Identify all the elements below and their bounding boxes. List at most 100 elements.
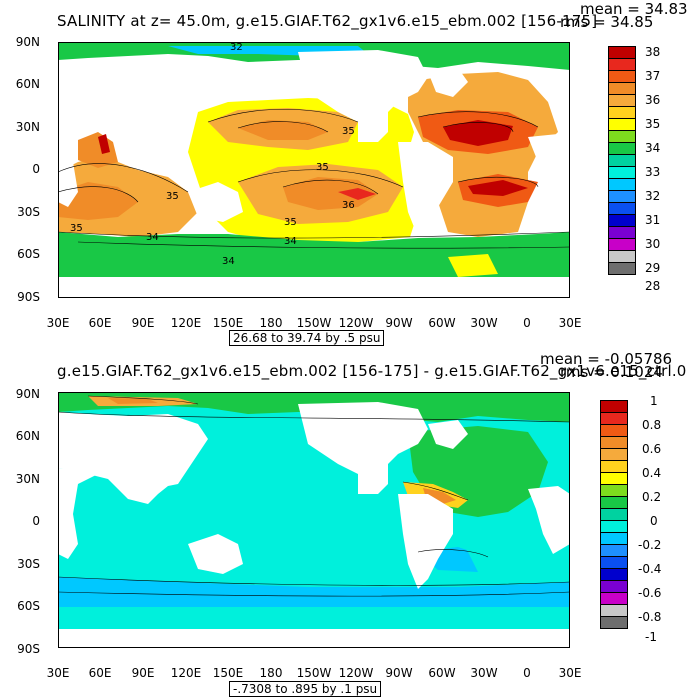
africa-land: [58, 116, 98, 207]
lon-label: 30E: [558, 666, 582, 680]
svg-text:35: 35: [316, 162, 329, 173]
lon-label: 60W: [428, 316, 456, 330]
colorbar-swatch: [600, 616, 628, 629]
svg-text:34: 34: [222, 256, 235, 267]
africa-land: [58, 468, 98, 559]
australia-land: [188, 534, 243, 574]
south-america-land: [398, 142, 453, 237]
greenland-land: [428, 68, 468, 97]
colorbar-label: 0.6: [642, 442, 662, 456]
eurasia-land: [58, 412, 208, 504]
lat-label: 90N: [15, 387, 40, 401]
lon-label: 30E: [46, 316, 70, 330]
colorbar-label: 0.8: [642, 418, 662, 432]
contour-range: 26.68 to 39.74 by .5 psu: [229, 330, 385, 346]
south-america-land: [398, 494, 453, 589]
arctic-positive-core: [108, 398, 158, 404]
southern-ocean: [58, 232, 570, 277]
difference-map: [58, 392, 570, 648]
panel-title: SALINITY at z= 45.0m, g.e15.GIAF.T62_gx1…: [57, 12, 598, 30]
north-america-land: [298, 50, 428, 142]
colorbar-label: 28: [645, 279, 661, 293]
colorbar-label: 30: [645, 237, 661, 251]
lon-label: 150E: [212, 316, 244, 330]
svg-text:36: 36: [342, 200, 355, 211]
lon-label: 30W: [470, 316, 498, 330]
indian-west-core: [58, 182, 138, 220]
southern-ocean-neg: [58, 577, 570, 607]
colorbar-label: 0.2: [642, 490, 662, 504]
lon-label: 90E: [131, 316, 155, 330]
colorbar-label: 1: [650, 394, 658, 408]
rms-stat: rms = 34.85: [560, 13, 654, 31]
colorbar-label: 29: [645, 261, 661, 275]
south-atlantic-neg: [458, 527, 538, 572]
colorbar-label: -1: [645, 630, 657, 644]
colorbar: [608, 46, 638, 286]
lon-label: 30W: [470, 666, 498, 680]
colorbar-label: -0.2: [638, 538, 662, 552]
lat-label: 30S: [17, 557, 40, 571]
colorbar-label: -0.6: [638, 586, 662, 600]
africa-west-land: [528, 486, 570, 554]
colorbar-label: 35: [645, 117, 661, 131]
lon-label: 120E: [170, 666, 202, 680]
lon-label: 30E: [558, 316, 582, 330]
colorbar-label: 34: [645, 141, 661, 155]
pacific-salty-north-core: [238, 120, 328, 140]
colorbar-swatch: [608, 262, 636, 275]
lat-label: 60N: [15, 77, 40, 91]
svg-text:35: 35: [284, 217, 297, 228]
svg-text:34: 34: [146, 232, 159, 243]
lat-label: 90S: [17, 290, 40, 304]
svg-text:32: 32: [230, 42, 243, 53]
lon-label: 60W: [428, 666, 456, 680]
rms-stat: rms = 0.1024: [560, 363, 663, 381]
colorbar-label: 0.4: [642, 466, 662, 480]
contour-range: -.7308 to .895 by .1 psu: [229, 681, 382, 697]
pacific-salty-south-core: [283, 177, 378, 210]
antarctica-land: [58, 629, 570, 648]
lat-label: 30N: [15, 472, 40, 486]
contour-lines: [58, 395, 570, 597]
lat-label: 0: [32, 514, 40, 528]
lat-label: 60N: [15, 429, 40, 443]
colorbar: [600, 400, 630, 640]
lat-label: 30N: [15, 120, 40, 134]
lon-label: 90W: [385, 666, 413, 680]
lon-label: 90W: [385, 316, 413, 330]
colorbar-label: 31: [645, 213, 661, 227]
lat-label: 60S: [17, 599, 40, 613]
svg-text:35: 35: [342, 126, 355, 137]
lon-label: 120W: [338, 316, 374, 330]
red-sea-core: [98, 134, 110, 154]
svg-text:35: 35: [166, 191, 179, 202]
colorbar-label: 36: [645, 93, 661, 107]
lat-label: 0: [32, 162, 40, 176]
lon-label: 150W: [296, 666, 332, 680]
pacific-max-core: [338, 188, 376, 200]
colorbar-label: -0.4: [638, 562, 662, 576]
lat-label: 90S: [17, 642, 40, 656]
colorbar-label: -0.8: [638, 610, 662, 624]
mean-stat: mean = 34.83: [580, 0, 688, 18]
south-atlantic-core: [468, 180, 528, 196]
greenland-land: [428, 420, 468, 449]
lon-label: 120W: [338, 666, 374, 680]
arabian-sea: [78, 132, 118, 168]
svg-text:35: 35: [70, 223, 83, 234]
north-america-land: [298, 402, 428, 494]
lon-label: 150W: [296, 316, 332, 330]
contour-labels: 32 35 35 35 36 35 35 34 34 34: [70, 42, 355, 267]
lon-label: 180: [259, 316, 283, 330]
colorbar-label: 33: [645, 165, 661, 179]
africa-west-land: [528, 134, 570, 202]
lon-label: 0: [523, 316, 531, 330]
antarctica-land: [58, 277, 570, 298]
colorbar-label: 37: [645, 69, 661, 83]
difference-panel: g.e15.GIAF.T62_gx1v6.e15_ebm.002 [156-17…: [0, 350, 700, 700]
southern-fresh-patch: [448, 254, 498, 277]
lat-label: 90N: [15, 35, 40, 49]
contour-lines: [58, 108, 570, 249]
colorbar-label: 32: [645, 189, 661, 203]
